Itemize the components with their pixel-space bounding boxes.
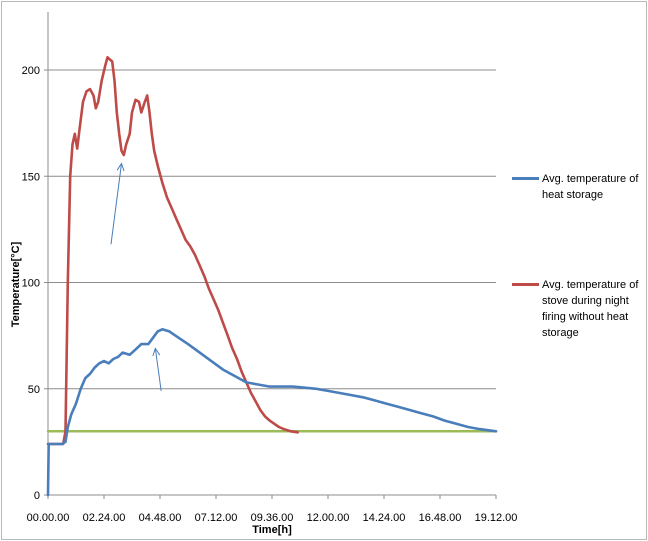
legend-entry-stove: Avg. temperature of stove during night f… bbox=[512, 277, 642, 341]
x-tick-label-4: 09.36.00 bbox=[251, 512, 294, 524]
y-axis-title: Temperature[°C] bbox=[10, 241, 22, 327]
x-tick-label-0: 00.00.00 bbox=[27, 512, 70, 524]
legend-label-heat-storage: Avg. temperature of heat storage bbox=[542, 173, 639, 201]
x-tick-label-7: 16.48.00 bbox=[419, 512, 462, 524]
y-tick-label-150: 150 bbox=[22, 171, 40, 183]
x-axis-title: Time[h] bbox=[252, 524, 292, 536]
x-tick-label-3: 07.12.00 bbox=[195, 512, 238, 524]
x-tick-label-6: 14.24.00 bbox=[363, 512, 406, 524]
x-tick-label-5: 12.00.00 bbox=[307, 512, 350, 524]
annotation-arrowhead-1 bbox=[152, 347, 161, 357]
x-tick-label-2: 04.48.00 bbox=[139, 512, 182, 524]
series-line-stove bbox=[46, 56, 299, 446]
x-tick-label-8: 19.12.00 bbox=[475, 512, 518, 524]
annotation-arrowhead-0 bbox=[116, 162, 125, 172]
y-tick-label-200: 200 bbox=[22, 65, 40, 77]
series-line-heat-storage bbox=[46, 328, 498, 497]
y-tick-label-0: 0 bbox=[34, 490, 40, 502]
legend-entry-heat-storage: Avg. temperature of heat storage bbox=[512, 171, 642, 203]
annotation-arrow-1 bbox=[154, 348, 162, 391]
legend-swatch-heat-storage bbox=[512, 177, 539, 180]
y-tick-label-100: 100 bbox=[22, 278, 40, 290]
legend-label-stove: Avg. temperature of stove during night f… bbox=[542, 279, 639, 339]
legend-swatch-stove bbox=[512, 283, 539, 286]
x-tick-label-1: 02.24.00 bbox=[83, 512, 126, 524]
annotation-arrow-0 bbox=[110, 163, 122, 245]
y-tick-label-50: 50 bbox=[28, 384, 40, 396]
